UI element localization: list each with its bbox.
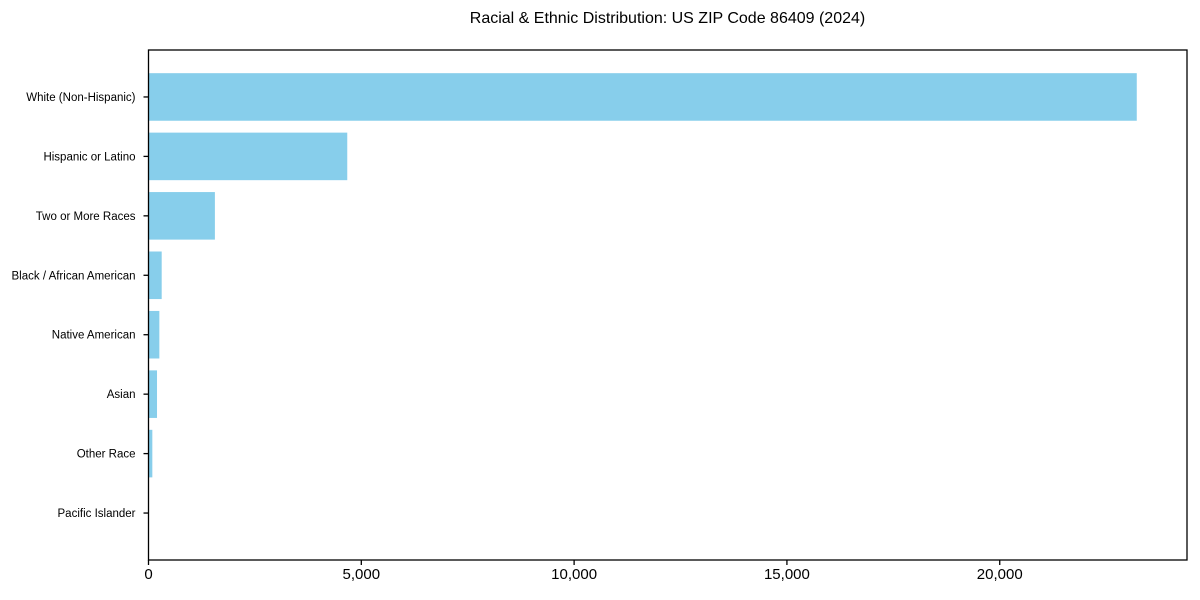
y-tick-label: Black / African American (12, 270, 136, 282)
bar (148, 251, 162, 300)
bar (148, 73, 1137, 121)
x-tick-label: 0 (144, 566, 152, 583)
bar (148, 310, 160, 359)
bar (148, 370, 158, 418)
y-tick-label: Pacific Islander (58, 508, 136, 520)
y-tick-label: Two or More Races (36, 211, 136, 223)
x-tick-label: 5,000 (343, 566, 381, 583)
x-tick-label: 20,000 (977, 566, 1023, 583)
y-tick-label: Native American (52, 330, 136, 342)
y-tick-label: Asian (107, 389, 136, 401)
x-tick-label: 10,000 (551, 566, 597, 583)
x-tick-label: 15,000 (764, 566, 810, 583)
bar (148, 132, 348, 181)
bar (148, 192, 215, 240)
y-tick-label: Other Race (77, 449, 136, 461)
bar (148, 429, 153, 478)
chart-title: Racial & Ethnic Distribution: US ZIP Cod… (469, 10, 866, 27)
y-tick-label: Hispanic or Latino (43, 151, 135, 163)
plot-border (147, 49, 1188, 561)
y-tick-label: White (Non-Hispanic) (26, 92, 135, 104)
